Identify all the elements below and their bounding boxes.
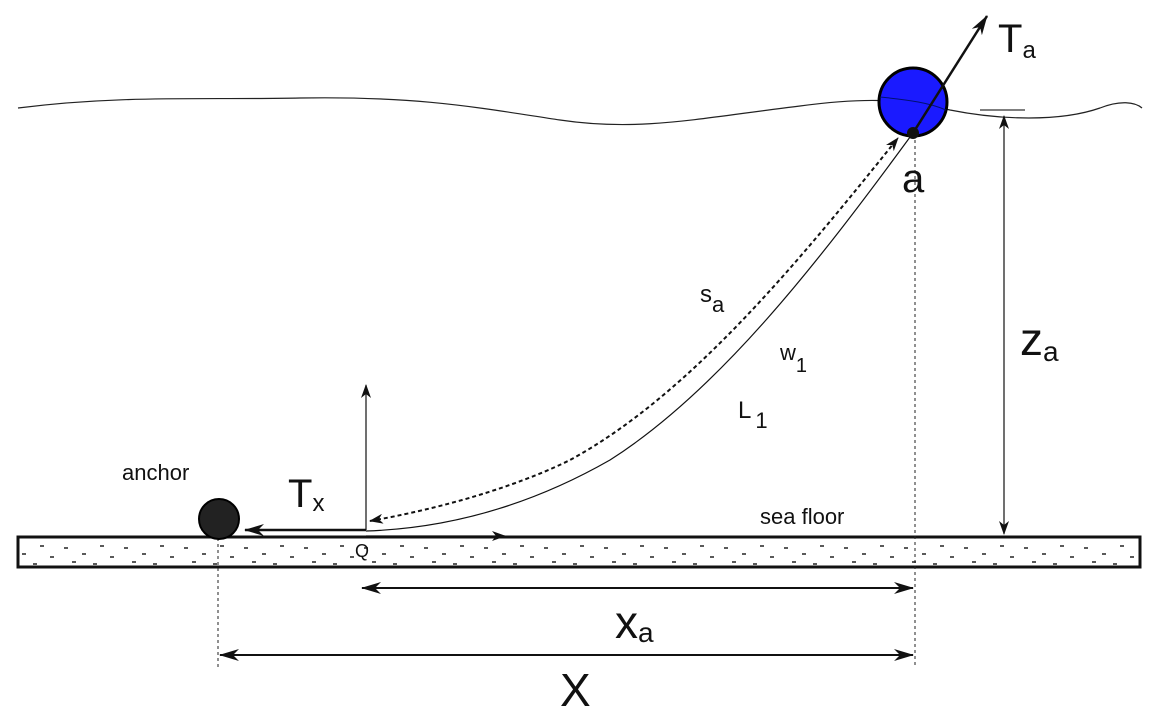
point-a-label: a	[902, 157, 925, 201]
weight-label: w1	[779, 340, 807, 377]
depth-label: za	[1020, 313, 1059, 367]
tension-a-label: Ta	[998, 17, 1036, 64]
anchor-label: anchor	[122, 460, 189, 485]
anchor	[198, 498, 240, 540]
arc-length-label: sa	[700, 281, 725, 317]
sea-surface	[17, 97, 1143, 126]
arc-length-arrow	[369, 137, 899, 524]
xa-label: xa	[615, 596, 654, 648]
buoy	[877, 66, 949, 138]
tension-a-arrow	[911, 15, 989, 134]
mooring-line	[365, 132, 914, 532]
sea-floor-label: sea floor	[760, 504, 844, 529]
tension-x-label: Tx	[288, 472, 324, 517]
point-q-label: Q	[355, 541, 369, 561]
x-label: X	[560, 664, 591, 714]
sea-floor	[16, 535, 1142, 569]
buoy-waterline	[879, 96, 947, 111]
